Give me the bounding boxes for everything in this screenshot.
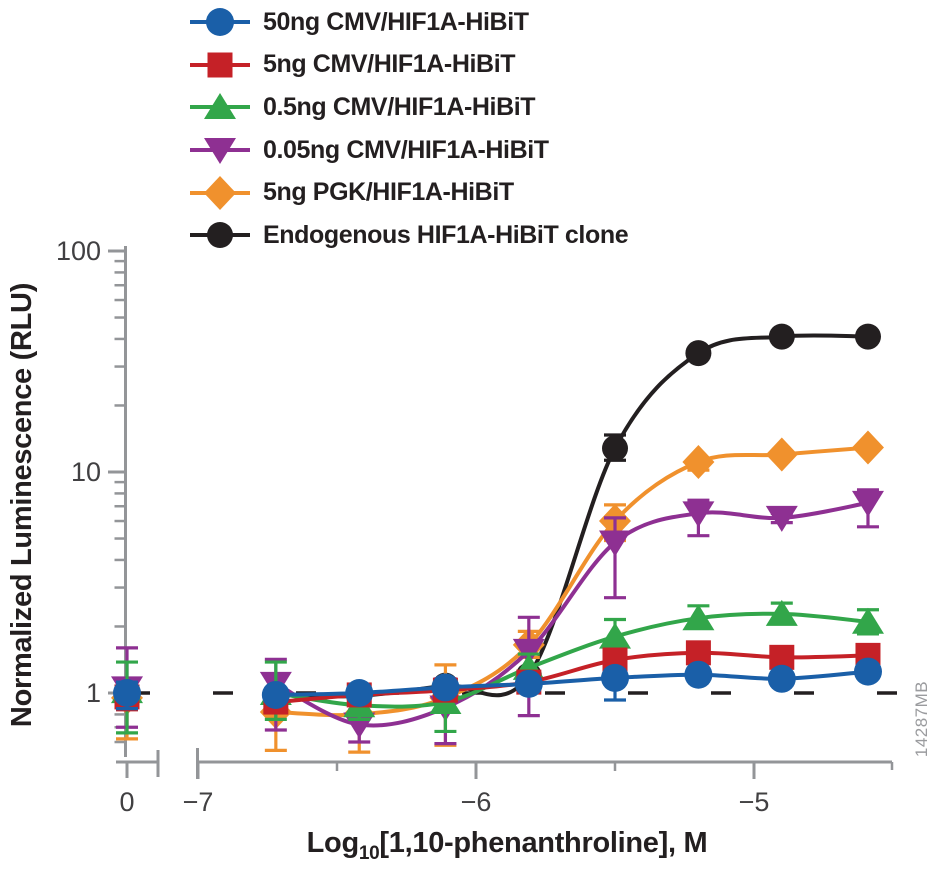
- data-point: [854, 323, 881, 350]
- y-tick-label: 10: [71, 457, 101, 487]
- legend-item-endogenous: Endogenous HIF1A-HiBiT clone: [188, 214, 629, 257]
- circle-icon: [190, 222, 250, 249]
- legend-label: 0.5ng CMV/HIF1A-HiBiT: [263, 92, 536, 121]
- data-point: [599, 530, 631, 557]
- data-point: [601, 663, 629, 692]
- legend-marker-shape: [204, 138, 236, 165]
- data-point: [602, 435, 628, 462]
- legend: 50ng CMV/HIF1A-HiBiT 5ng CMV/HIF1A-HiBiT…: [188, 1, 629, 257]
- legend-item-5ng-cmv: 5ng CMV/HIF1A-HiBiT: [188, 44, 628, 87]
- data-point: [765, 437, 798, 472]
- fit-curve: [273, 500, 870, 728]
- legend-label: 50ng CMV/HIF1A-HiBiT: [263, 7, 529, 36]
- data-point: [599, 622, 631, 649]
- data-point: [682, 444, 715, 479]
- legend-label: Endogenous HIF1A-HiBiT clone: [263, 220, 629, 249]
- legend-marker-circle-blue: [188, 4, 252, 40]
- legend-item-005ng-cmv: 0.05ng CMV/HIF1A-HiBiT: [188, 129, 628, 172]
- legend-swatch: [190, 175, 250, 210]
- data-point: [768, 323, 795, 350]
- legend-label: 5ng PGK/HIF1A-HiBiT: [263, 178, 514, 207]
- legend-label: 0.05ng CMV/HIF1A-HiBiT: [263, 135, 549, 164]
- legend-swatch: [190, 8, 250, 37]
- data-point: [851, 490, 884, 517]
- data-point: [684, 660, 713, 689]
- x-axis-title: Log10[1,10-phenanthroline], M: [162, 827, 852, 865]
- x-tick-label: −6: [461, 787, 492, 817]
- triangle-up-icon: [190, 93, 250, 120]
- legend-swatch: [190, 52, 250, 78]
- data-point: [851, 430, 884, 465]
- data-point: [682, 501, 715, 528]
- legend-swatch: [190, 222, 250, 249]
- watermark-text: 14287MB: [912, 680, 931, 758]
- circle-icon: [190, 8, 250, 37]
- series-triangle-down: [111, 488, 884, 746]
- data-point: [431, 673, 460, 702]
- x-tick-label: −7: [183, 787, 214, 817]
- legend-item-5ng-pgk: 5ng PGK/HIF1A-HiBiT: [188, 171, 628, 214]
- triangle-down-icon: [190, 138, 250, 165]
- x-axis-title-subscript: 10: [358, 843, 380, 864]
- legend-marker-shape: [206, 8, 234, 37]
- legend-marker-circle-black: [188, 217, 252, 253]
- series-diamond: [111, 430, 884, 754]
- x-axis-title-rest: [1,10-phenanthroline], M: [379, 827, 708, 859]
- square-icon: [190, 52, 250, 78]
- data-point: [345, 679, 374, 707]
- data-point: [685, 340, 712, 367]
- series-triangle-up: [111, 599, 884, 735]
- y-axis-title: Normalized Luminescence (RLU): [6, 282, 38, 728]
- data-point: [261, 680, 290, 709]
- legend-label: 5ng CMV/HIF1A-HiBiT: [263, 50, 516, 79]
- x-tick-label-zero: 0: [119, 787, 134, 817]
- data-point: [514, 669, 543, 698]
- x-tick-label: −5: [739, 787, 770, 817]
- legend-marker-shape: [207, 52, 233, 78]
- legend-marker-shape: [204, 175, 236, 210]
- data-point-control: [113, 679, 141, 707]
- legend-marker-diamond-orange: [188, 175, 252, 211]
- legend-marker-shape: [207, 222, 233, 249]
- diamond-icon: [190, 175, 250, 210]
- legend-item-50ng-cmv: 50ng CMV/HIF1A-HiBiT: [188, 1, 628, 44]
- legend-marker-shape: [204, 93, 236, 120]
- legend-marker-triangle-up-green: [188, 89, 252, 125]
- data-point: [853, 657, 882, 686]
- data-point: [765, 599, 798, 626]
- y-tick-label: 1: [86, 678, 101, 708]
- series-circle: [113, 657, 882, 711]
- data-point: [765, 505, 798, 532]
- x-axis-title-prefix: Log: [306, 827, 360, 859]
- legend-item-05ng-cmv: 0.5ng CMV/HIF1A-HiBiT: [188, 86, 628, 129]
- data-point: [767, 664, 796, 693]
- legend-marker-triangle-down-purple: [188, 132, 252, 168]
- data-point: [851, 607, 884, 634]
- data-point: [682, 604, 715, 631]
- legend-swatch: [190, 138, 250, 165]
- legend-swatch: [190, 93, 250, 120]
- y-tick-label: 100: [56, 236, 101, 266]
- data-point: [512, 638, 545, 665]
- legend-marker-square-red: [188, 47, 252, 83]
